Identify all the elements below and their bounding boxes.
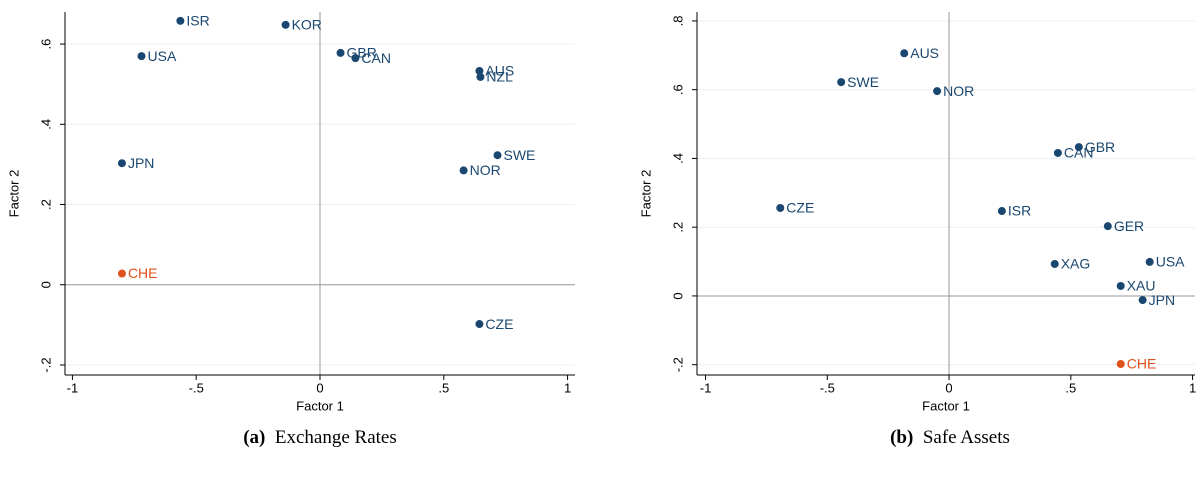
x-tick-label: -.5: [820, 380, 835, 395]
point: [351, 54, 360, 63]
point: [1145, 257, 1154, 266]
y-axis-title: Factor 2: [638, 170, 653, 218]
point: [117, 159, 126, 168]
point: [900, 49, 909, 58]
point: [933, 87, 942, 96]
point: [476, 72, 485, 81]
point-label: CZE: [786, 200, 814, 216]
x-tick-label: -1: [700, 380, 712, 395]
point-label: NZL: [486, 69, 513, 85]
point-label: JPN: [1149, 292, 1175, 308]
point-label: AUS: [910, 45, 939, 61]
x-axis-title: Factor 1: [296, 398, 344, 413]
point-label: GER: [1114, 218, 1144, 234]
point-label: CZE: [485, 316, 513, 332]
point-label: USA: [1156, 254, 1185, 270]
point-label: ISR: [1008, 203, 1031, 219]
x-tick-label: .5: [438, 380, 449, 395]
point: [117, 269, 126, 278]
point-label: USA: [148, 48, 177, 64]
x-tick-label: -.5: [189, 380, 204, 395]
y-tick-label: .2: [38, 199, 53, 210]
point-label: CHE: [128, 265, 158, 281]
point: [1053, 148, 1062, 157]
point: [1116, 281, 1125, 290]
x-tick-label: -1: [67, 380, 79, 395]
point-label: ISR: [186, 13, 209, 29]
point-label: JPN: [128, 155, 154, 171]
point: [137, 52, 146, 61]
point: [1050, 259, 1059, 268]
y-axis-title: Factor 2: [6, 170, 21, 218]
point: [281, 20, 290, 29]
y-tick-label: 0: [670, 292, 685, 299]
point-label: SWE: [847, 74, 879, 90]
x-tick-label: 0: [945, 380, 952, 395]
point: [997, 207, 1006, 216]
point-label: AUS: [485, 63, 514, 79]
point-label: CHE: [1127, 356, 1157, 372]
caption-tag: (a): [243, 427, 265, 448]
y-tick-label: .4: [670, 153, 685, 164]
point-label: XAU: [1127, 278, 1156, 294]
point: [776, 203, 785, 212]
x-tick-label: 0: [316, 380, 323, 395]
caption: (b) Safe Assets: [890, 427, 1010, 448]
y-tick-label: .6: [670, 84, 685, 95]
point: [336, 48, 345, 57]
y-tick-label: .8: [670, 16, 685, 27]
y-tick-label: .2: [670, 222, 685, 233]
point-label: XAG: [1061, 256, 1091, 272]
point: [1138, 296, 1147, 305]
point: [459, 166, 468, 175]
caption: (a) Exchange Rates: [243, 427, 397, 448]
x-tick-label: 1: [564, 380, 571, 395]
x-axis-title: Factor 1: [922, 398, 970, 413]
point-label: CAN: [361, 50, 391, 66]
point-label: GBR: [1085, 139, 1115, 155]
point-label: KOR: [292, 17, 322, 33]
y-tick-label: -.2: [38, 357, 53, 372]
x-tick-label: .5: [1065, 380, 1076, 395]
point: [1116, 360, 1125, 368]
x-tick-label: 1: [1189, 380, 1196, 395]
y-tick-label: .6: [38, 39, 53, 50]
point: [493, 151, 502, 160]
point-label: NOR: [943, 83, 974, 99]
y-tick-label: -.2: [670, 357, 685, 372]
point: [837, 78, 846, 87]
y-tick-label: .4: [38, 119, 53, 130]
point: [475, 66, 484, 75]
point-label: NOR: [470, 162, 501, 178]
caption-text: Safe Assets: [923, 427, 1010, 448]
point: [1074, 143, 1083, 152]
y-tick-label: 0: [38, 281, 53, 288]
point: [176, 16, 185, 25]
point: [1103, 222, 1112, 231]
point-label: CAN: [1064, 145, 1094, 161]
caption-text: Exchange Rates: [275, 427, 397, 448]
point: [475, 320, 484, 329]
caption-tag: (b): [890, 427, 913, 448]
point-label: SWE: [504, 147, 536, 163]
